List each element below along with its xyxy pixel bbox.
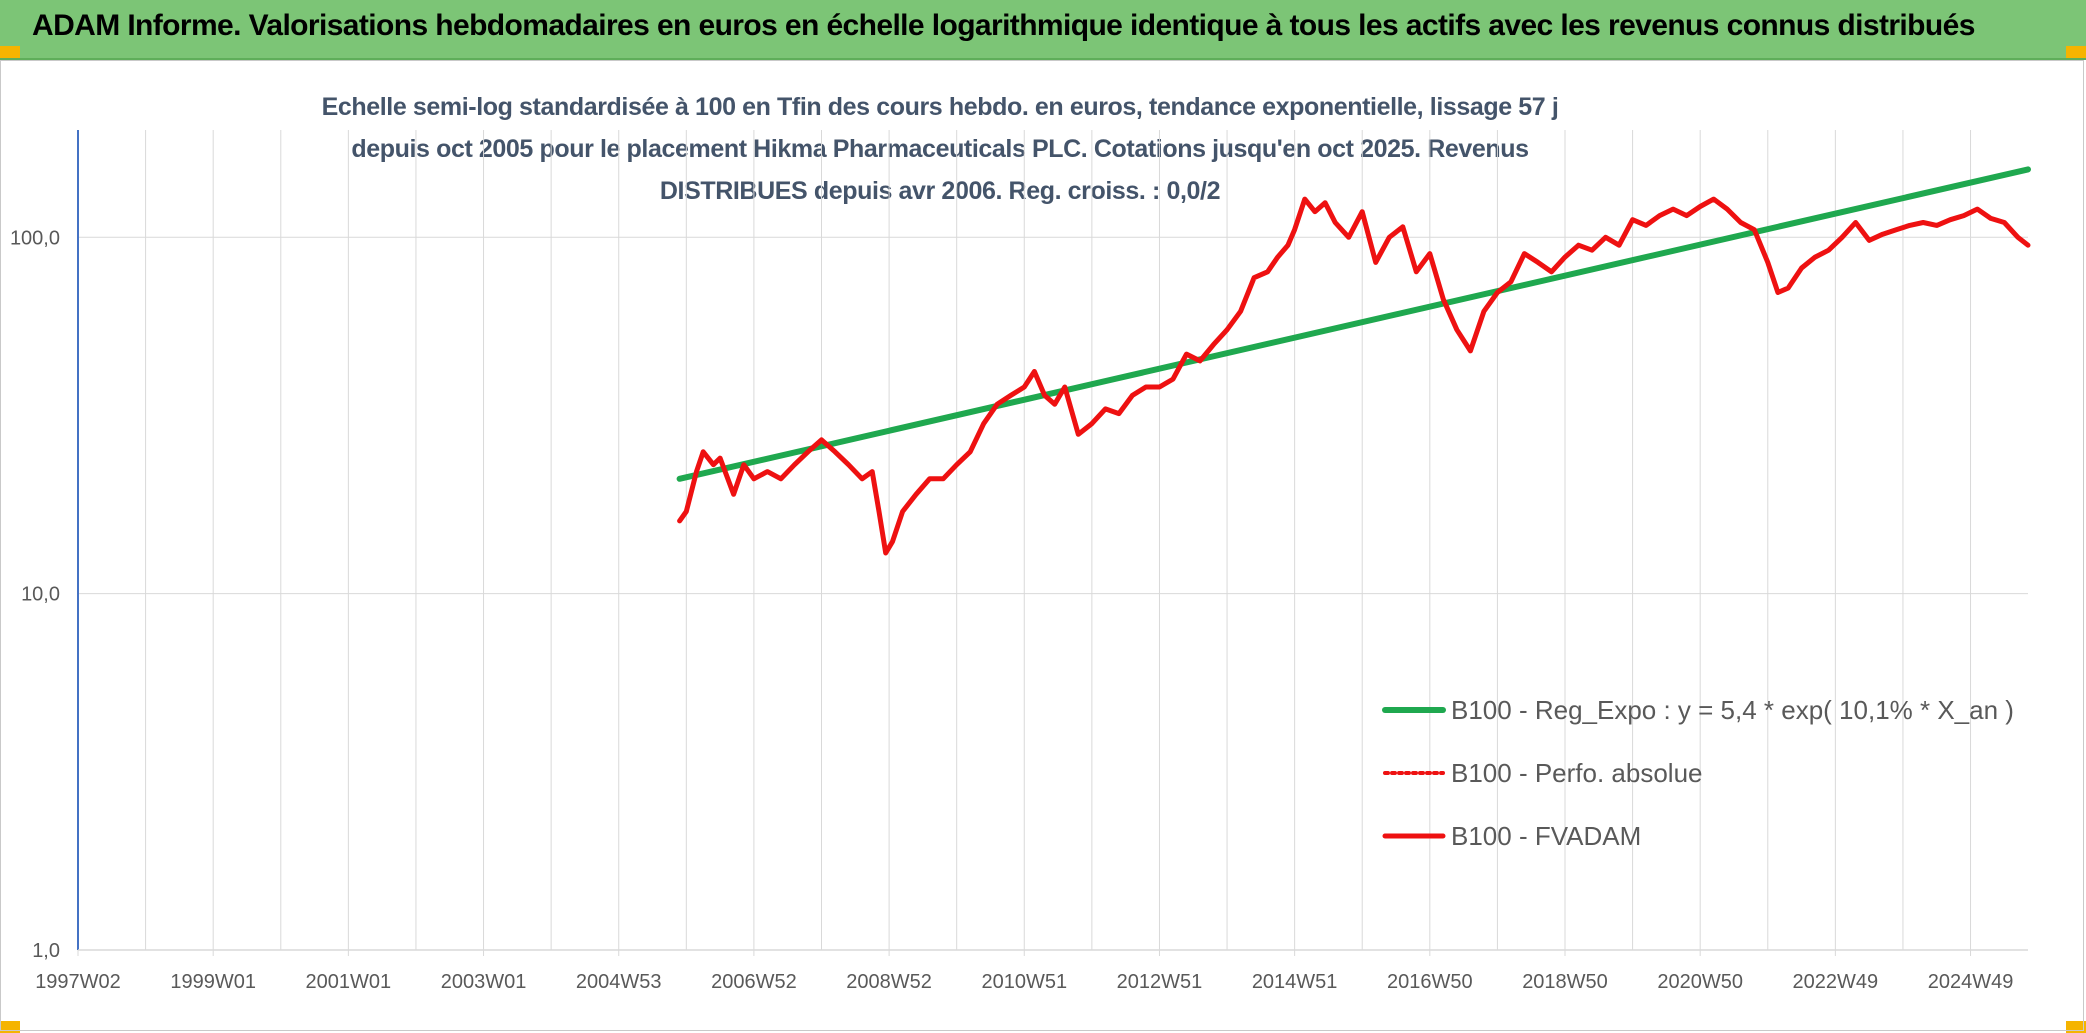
chart-frame: [0, 60, 2084, 1031]
x-tick-label: 2020W50: [1657, 971, 1743, 993]
series-line-1: [676, 166, 2031, 482]
x-tick-label: 1997W02: [35, 971, 121, 993]
series: [676, 166, 2031, 556]
x-tick-label: 1999W01: [170, 971, 256, 993]
x-tick-label: 2018W50: [1522, 971, 1608, 993]
x-tick-label: 2008W52: [846, 971, 932, 993]
axes: 1997W02 1999W01 2001W01 2003W01 2004W53 2006W…: [10, 130, 2028, 993]
x-tick-label: 2010W51: [981, 971, 1067, 993]
series-line-3: [677, 196, 2031, 556]
x-tick-label: 2016W50: [1387, 971, 1473, 993]
y-tick-label: 10,0: [21, 584, 60, 606]
y-tick-label: 100,0: [10, 227, 60, 249]
y-tick-label: 1,0: [32, 940, 60, 962]
legend-label: B100 - Perfo. absolue: [1451, 758, 1703, 788]
x-tick-label: 2003W01: [441, 971, 527, 993]
corner-marker-left: [0, 46, 20, 58]
x-tick-label: 2006W52: [711, 971, 797, 993]
legend-label: B100 - Reg_Expo : y = 5,4 * exp( 10,1% *…: [1451, 695, 2014, 725]
x-tick-label: 2022W49: [1793, 971, 1879, 993]
corner-marker-right: [2066, 46, 2086, 58]
legend: B100 - Reg_Expo : y = 5,4 * exp( 10,1% *…: [1382, 695, 2014, 851]
x-tick-label: 2014W51: [1252, 971, 1338, 993]
header-banner: ADAM Informe. Valorisations hebdomadaire…: [0, 0, 2086, 60]
chart-title: Echelle semi-log standardisée à 100 en T…: [321, 93, 1559, 205]
x-tick-label: 2012W51: [1117, 971, 1203, 993]
x-tick-label: 2024W49: [1928, 971, 2014, 993]
legend-label: B100 - FVADAM: [1451, 821, 1641, 851]
banner-title: ADAM Informe. Valorisations hebdomadaire…: [32, 9, 1975, 42]
gridlines: [77, 130, 2028, 951]
x-tick-label: 2001W01: [306, 971, 392, 993]
x-tick-label: 2004W53: [576, 971, 662, 993]
